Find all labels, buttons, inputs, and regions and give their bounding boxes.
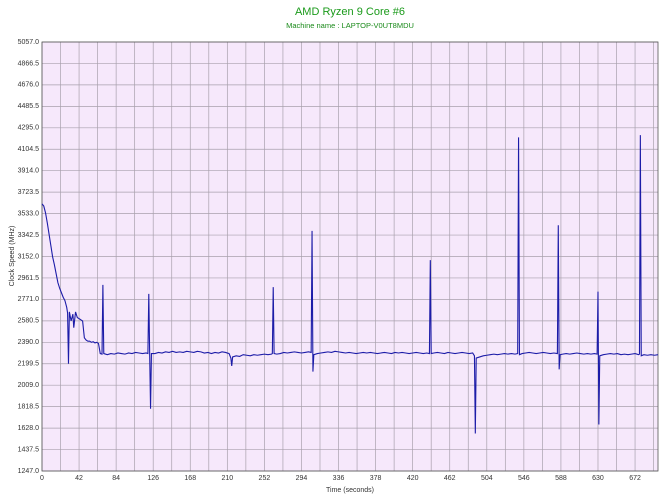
- x-tick-label: 462: [444, 475, 456, 482]
- x-tick-label: 0: [40, 475, 44, 482]
- y-axis-label: Clock Speed (MHz): [9, 226, 16, 287]
- y-tick-label: 5057.0: [18, 39, 40, 46]
- x-tick-label: 588: [555, 475, 567, 482]
- x-tick-label: 420: [407, 475, 419, 482]
- x-tick-label: 504: [481, 475, 493, 482]
- x-tick-label: 84: [112, 475, 120, 482]
- y-tick-label: 1247.0: [18, 468, 40, 475]
- y-tick-label: 1628.0: [18, 425, 40, 432]
- y-tick-label: 2390.0: [18, 339, 40, 346]
- x-tick-label: 252: [259, 475, 271, 482]
- x-tick-label: 672: [629, 475, 641, 482]
- series-line: [41, 135, 659, 434]
- x-tick-label: 630: [592, 475, 604, 482]
- x-tick-label: 294: [296, 475, 308, 482]
- x-tick-label: 336: [333, 475, 345, 482]
- x-tick-label: 168: [184, 475, 196, 482]
- y-tick-label: 3914.0: [18, 168, 40, 175]
- x-tick-label: 126: [147, 475, 159, 482]
- y-tick-label: 1818.5: [18, 403, 40, 410]
- y-tick-label: 2580.5: [18, 318, 40, 325]
- y-tick-label: 2961.5: [18, 275, 40, 282]
- y-tick-label: 4866.5: [18, 60, 40, 67]
- y-tick-label: 3723.5: [18, 189, 40, 196]
- chart-title: AMD Ryzen 9 Core #6: [295, 6, 405, 18]
- y-tick-label: 2771.0: [18, 296, 40, 303]
- x-tick-label: 210: [221, 475, 233, 482]
- y-tick-label: 4676.0: [18, 82, 40, 89]
- y-tick-label: 4485.5: [18, 103, 40, 110]
- plot-border: [41, 41, 659, 472]
- x-tick-label: 42: [75, 475, 83, 482]
- chart-subtitle: Machine name : LAPTOP-V0UT8MDU: [286, 21, 414, 30]
- x-axis-label: Time (seconds): [326, 487, 374, 494]
- y-tick-label: 3152.0: [18, 253, 40, 260]
- x-tick-label: 546: [518, 475, 530, 482]
- y-tick-label: 2009.0: [18, 382, 40, 389]
- y-tick-label: 2199.5: [18, 361, 40, 368]
- y-tick-label: 4104.5: [18, 146, 40, 153]
- x-tick-label: 378: [370, 475, 382, 482]
- y-tick-label: 3533.0: [18, 210, 40, 217]
- y-tick-label: 3342.5: [18, 232, 40, 239]
- y-tick-label: 4295.0: [18, 125, 40, 132]
- y-tick-label: 1437.5: [18, 446, 40, 453]
